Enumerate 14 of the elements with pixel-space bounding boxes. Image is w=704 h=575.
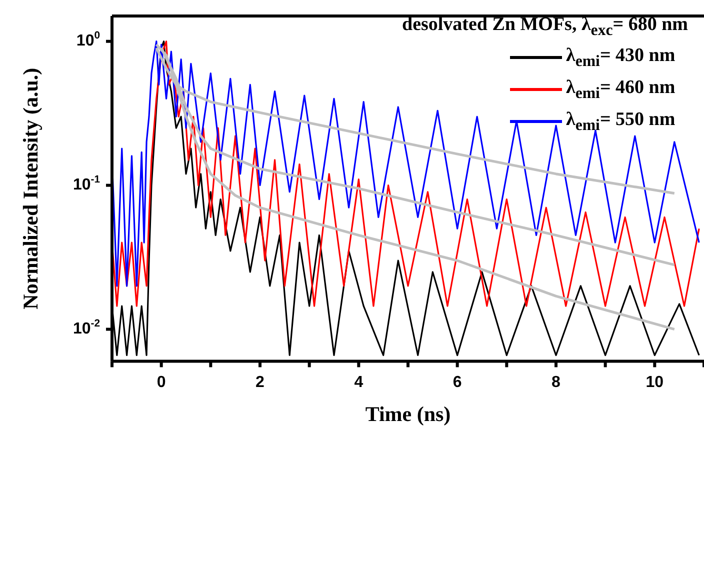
x-tick-label: 0 <box>156 374 166 392</box>
y-tick-label: 10$^{-2}$ <box>72 318 100 338</box>
legend-label: λ$_{emi}$= 430 nm <box>566 44 676 71</box>
x-axis-title: Time (ns) <box>365 402 451 426</box>
x-tick-label: 4 <box>354 374 364 392</box>
x-tick-label: 8 <box>552 374 561 392</box>
legend-label: λ$_{emi}$= 550 nm <box>566 108 676 135</box>
y-tick-label: 10$^{0}$ <box>76 30 100 50</box>
y-tick-label: 10$^{-1}$ <box>72 174 100 194</box>
legend-label: λ$_{emi}$= 460 nm <box>566 76 676 103</box>
x-tick-label: 10 <box>646 374 664 392</box>
y-axis-title: Normalized Intensity (a.u.) <box>18 68 42 310</box>
x-tick-label: 6 <box>452 374 462 392</box>
x-tick-label: 2 <box>256 374 265 392</box>
